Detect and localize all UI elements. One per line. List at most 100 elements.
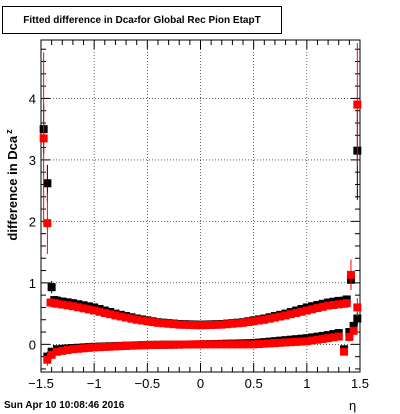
data-point bbox=[270, 339, 279, 348]
data-point bbox=[111, 311, 120, 320]
y-tick-label: 1 bbox=[29, 276, 36, 291]
data-point bbox=[122, 313, 131, 322]
data-point bbox=[201, 340, 210, 349]
data-point bbox=[228, 319, 237, 328]
data-point bbox=[52, 347, 61, 356]
y-axis-title: difference in Dcaz bbox=[4, 129, 20, 241]
data-point bbox=[329, 333, 338, 342]
data-point bbox=[132, 341, 141, 350]
data-point bbox=[254, 340, 263, 349]
data-point bbox=[276, 312, 285, 321]
data-point bbox=[47, 283, 56, 292]
data-point bbox=[201, 321, 210, 330]
data-point bbox=[313, 335, 322, 344]
data-point bbox=[68, 345, 77, 354]
data-point bbox=[185, 340, 194, 349]
y-tick-label: 0 bbox=[29, 337, 36, 352]
data-point bbox=[318, 334, 327, 343]
data-point bbox=[353, 303, 362, 312]
data-point bbox=[127, 314, 136, 323]
data-point bbox=[148, 318, 157, 327]
data-point bbox=[297, 307, 306, 316]
data-point bbox=[111, 342, 120, 351]
y-tick-label: 3 bbox=[29, 153, 36, 168]
data-point bbox=[159, 319, 168, 328]
data-point bbox=[68, 302, 77, 311]
data-point bbox=[286, 310, 295, 319]
data-point bbox=[228, 340, 237, 349]
data-point bbox=[138, 341, 147, 350]
chart-title: Fitted difference in Dca z for Global Rec… bbox=[2, 6, 282, 34]
data-point bbox=[308, 305, 317, 314]
y-tick-label: 4 bbox=[29, 91, 36, 106]
data-point bbox=[217, 340, 226, 349]
data-point bbox=[100, 342, 109, 351]
data-point bbox=[302, 337, 311, 346]
x-tick-label: 1 bbox=[303, 376, 310, 391]
data-point bbox=[349, 326, 358, 335]
data-point bbox=[169, 320, 178, 329]
data-point bbox=[175, 320, 184, 329]
data-point bbox=[106, 310, 115, 319]
data-point bbox=[132, 315, 141, 324]
data-point bbox=[346, 270, 355, 279]
data-point bbox=[143, 317, 152, 326]
data-point bbox=[196, 321, 205, 330]
data-point bbox=[164, 319, 173, 328]
data-point bbox=[281, 311, 290, 320]
y-tick-label: 2 bbox=[29, 214, 36, 229]
data-point bbox=[276, 338, 285, 347]
title-subscript: z bbox=[133, 16, 138, 24]
data-point bbox=[148, 340, 157, 349]
data-point bbox=[191, 340, 200, 349]
x-tick-label: −1 bbox=[87, 376, 102, 391]
data-point bbox=[249, 317, 258, 326]
data-point bbox=[95, 307, 104, 316]
data-point bbox=[90, 343, 99, 352]
data-point bbox=[180, 320, 189, 329]
data-point bbox=[63, 346, 72, 355]
data-point bbox=[196, 340, 205, 349]
data-point bbox=[233, 319, 242, 328]
data-point bbox=[286, 338, 295, 347]
data-point bbox=[212, 320, 221, 329]
data-point bbox=[100, 308, 109, 317]
data-point bbox=[180, 340, 189, 349]
data-point bbox=[185, 320, 194, 329]
data-point bbox=[116, 342, 125, 351]
x-tick-label: −1.5 bbox=[28, 376, 54, 391]
x-tick-label: −0.5 bbox=[134, 376, 160, 391]
data-point bbox=[265, 339, 274, 348]
data-point bbox=[281, 338, 290, 347]
data-point bbox=[329, 300, 338, 309]
data-point bbox=[244, 340, 253, 349]
data-point bbox=[353, 100, 362, 109]
data-point bbox=[169, 340, 178, 349]
data-point bbox=[254, 316, 263, 325]
data-point bbox=[39, 134, 48, 143]
data-point bbox=[191, 321, 200, 330]
data-point bbox=[79, 304, 88, 313]
data-point bbox=[302, 306, 311, 315]
data-point bbox=[342, 299, 351, 308]
data-point bbox=[43, 179, 52, 188]
data-point bbox=[153, 318, 162, 327]
data-point bbox=[84, 305, 93, 314]
data-point bbox=[43, 219, 52, 228]
data-point bbox=[249, 340, 258, 349]
title-suffix: for Global Rec Pion EtapT bbox=[137, 14, 261, 26]
title-prefix: Fitted difference in Dca bbox=[23, 14, 134, 26]
data-point bbox=[345, 332, 354, 341]
series-red bbox=[39, 43, 362, 366]
data-point bbox=[164, 340, 173, 349]
data-point bbox=[345, 328, 354, 337]
data-point bbox=[79, 344, 88, 353]
y-axis-title-main: difference in Dca bbox=[5, 135, 20, 241]
data-point bbox=[116, 312, 125, 321]
data-point bbox=[324, 301, 333, 310]
data-point bbox=[265, 314, 274, 323]
data-point bbox=[349, 321, 358, 330]
data-point bbox=[95, 343, 104, 352]
x-tick-label: 0 bbox=[197, 376, 204, 391]
